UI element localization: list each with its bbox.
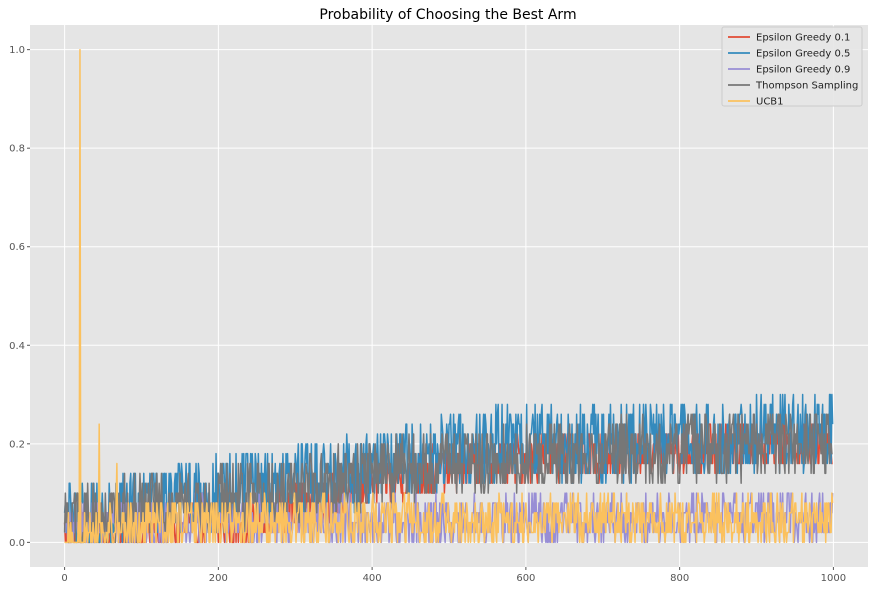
legend-box: [721, 26, 863, 107]
legend-label: Epsilon Greedy 0.5: [756, 49, 850, 60]
y-tick-label: 0.8: [9, 144, 25, 155]
x-tick-label: 200: [209, 573, 228, 584]
series-line: [64, 48, 834, 544]
x-tick-label: 800: [670, 573, 689, 584]
x-tick-label: 0: [61, 573, 67, 584]
y-tick-label: 0.0: [9, 538, 25, 549]
y-tick-label: 1.0: [9, 45, 25, 56]
y-tick-label: 0.4: [9, 341, 25, 352]
y-tick-label: 0.2: [9, 439, 25, 450]
y-tick-label: 0.6: [9, 242, 25, 253]
x-tick-label: 600: [516, 573, 535, 584]
legend-label: Thompson Sampling: [755, 81, 858, 92]
axis-ticks: 0 200 400 600 800 1000 0.0 0.2 0.4 0.6 0.8 1.0: [9, 45, 846, 584]
series-lines: [63, 48, 834, 544]
chart-title: Probability of Choosing the Best Arm: [319, 7, 576, 23]
x-tick-label: 400: [363, 573, 382, 584]
series-line: [63, 393, 834, 544]
grid: [30, 25, 868, 567]
legend-label: UCB1: [756, 97, 784, 108]
x-tick-label: 1000: [821, 573, 846, 584]
legend: Epsilon Greedy 0.1 Epsilon Greedy 0.5 Epsi…: [721, 26, 863, 108]
legend-label: Epsilon Greedy 0.1: [756, 33, 850, 44]
legend-label: Epsilon Greedy 0.9: [756, 65, 850, 76]
